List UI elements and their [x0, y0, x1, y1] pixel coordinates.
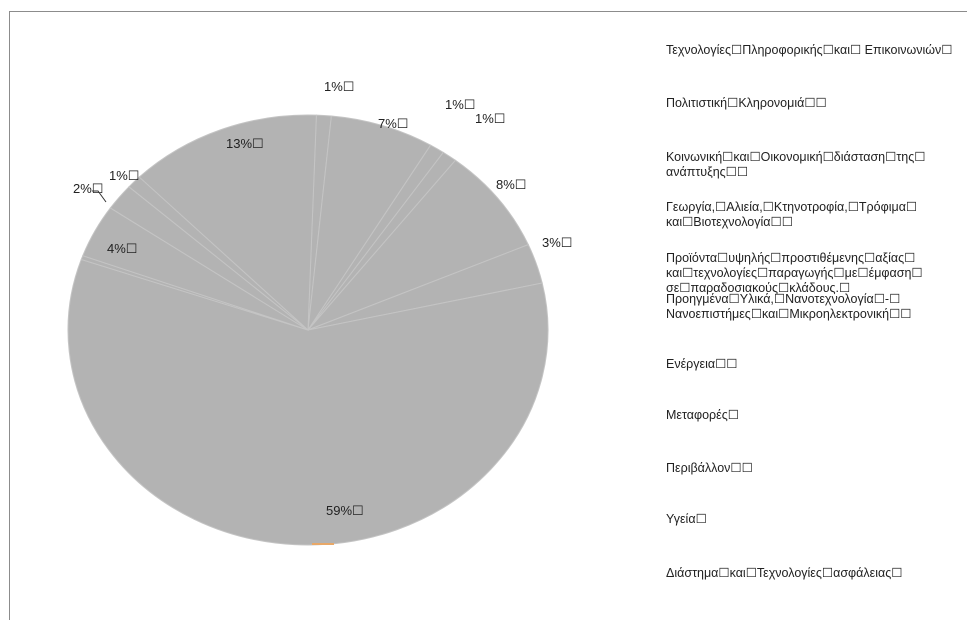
pie-slice [138, 114, 317, 332]
legend-item-social-economic: Κοινωνική☐και☐Οικονομική☐διάσταση☐της☐ α… [666, 150, 926, 179]
pie-slice [307, 159, 529, 331]
legend-item-space-security: Διάστημα☐και☐Τεχνολογίες☐ασφάλειας☐ [666, 566, 903, 580]
chart-area [9, 11, 967, 620]
legend-item-high-value-products: Προϊόντα☐υψηλής☐προστιθέμενης☐αξίας☐ και… [666, 251, 923, 295]
legend-item-agriculture: Γεωργία,☐Αλιεία,☐Κτηνοτροφία,☐Τρόφιμα☐ κ… [666, 200, 918, 229]
legend-item-energy: Ενέργεια☐☐ [666, 357, 738, 371]
pie-slice [67, 258, 549, 546]
legend-item-environment: Περιβάλλον☐☐ [666, 461, 753, 475]
legend-item-advanced-materials: Προηγμένα☐Υλικά,☐Νανοτεχνολογία☐-☐ Νανοε… [666, 292, 912, 321]
legend-item-health: Υγεία☐ [666, 512, 707, 526]
data-label: 59%☐ [326, 503, 364, 518]
data-label: 1%☐ [475, 111, 505, 126]
data-label: 1%☐ [324, 79, 354, 94]
data-label: 13%☐ [226, 136, 264, 151]
data-label: 1%☐ [445, 97, 475, 112]
data-label: 7%☐ [378, 116, 408, 131]
data-label: 8%☐ [496, 177, 526, 192]
data-label: 4%☐ [107, 241, 137, 256]
legend-item-ict: Τεχνολογίες☐Πληροφορικής☐και☐ Επικοινωνι… [666, 43, 953, 57]
data-label: 3%☐ [542, 235, 572, 250]
data-label: 2%☐ [73, 181, 103, 196]
data-label: 1%☐ [109, 168, 139, 183]
legend-item-cultural-heritage: Πολιτιστική☐Κληρονομιά☐☐ [666, 96, 827, 110]
pie-slice [307, 115, 432, 331]
legend-item-transport: Μεταφορές☐ [666, 408, 739, 422]
leader-line [92, 190, 107, 203]
